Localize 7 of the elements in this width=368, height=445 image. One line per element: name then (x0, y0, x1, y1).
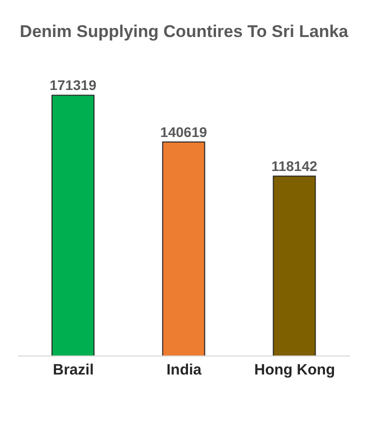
data-label: 171319 (50, 77, 97, 94)
x-tick-label: Hong Kong (254, 362, 336, 379)
x-tick-label: India (166, 362, 202, 379)
x-tick-label: Brazil (52, 362, 94, 379)
data-label: 140619 (160, 124, 208, 140)
chart-title: Denim Supplying Countires To Sri Lanka (18, 21, 350, 42)
data-label: 118142 (271, 158, 318, 174)
